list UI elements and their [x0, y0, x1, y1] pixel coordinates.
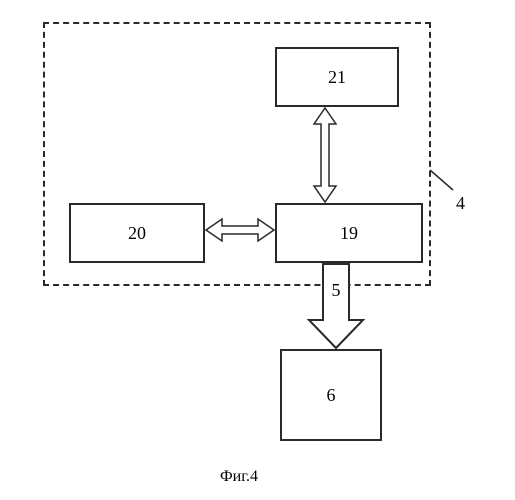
- arrow-19-6: 5: [0, 0, 515, 500]
- figure-caption: Фиг.4: [220, 468, 258, 486]
- arrow-19-6-poly: [309, 264, 363, 348]
- arrow-19-6-label: 5: [332, 280, 341, 300]
